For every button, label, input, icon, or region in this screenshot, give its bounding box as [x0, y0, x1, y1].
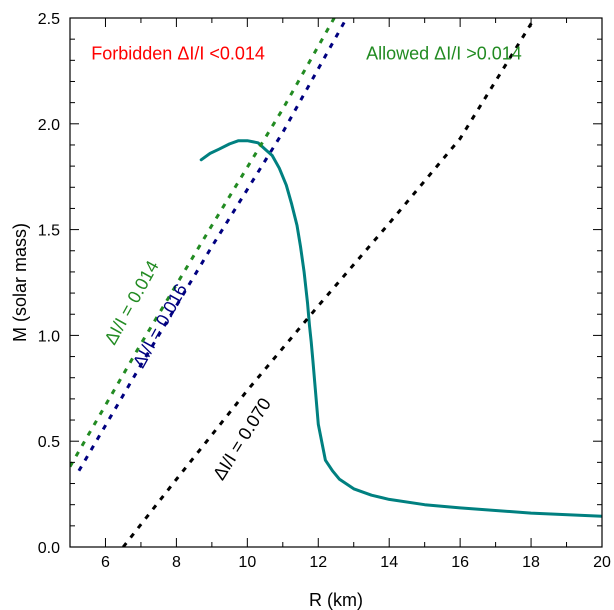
x-tick-label: 16 — [451, 554, 469, 571]
x-tick-label: 12 — [309, 554, 327, 571]
axis-ticks: 6 8 10 12 14 16 18 20 0.0 0.5 1.0 1.5 2.0 2.5 — [38, 11, 611, 571]
x-axis-label: R (km) — [309, 590, 363, 610]
y-tick-label: 0.5 — [38, 434, 60, 451]
annotation-label: Allowed ΔI/I >0.014 — [366, 43, 522, 63]
y-tick-label: 2.0 — [38, 117, 60, 134]
plot-frame — [69, 17, 603, 548]
x-tick-label: 10 — [238, 554, 256, 571]
x-tick-label: 14 — [380, 554, 398, 571]
annotation-label: ΔI/I = 0.070 — [209, 394, 275, 483]
x-tick-label: 6 — [101, 554, 110, 571]
mass-radius-curve — [199, 139, 602, 518]
x-tick-label: 8 — [172, 554, 181, 571]
x-tick-label: 18 — [522, 554, 540, 571]
y-tick-label: 1.0 — [38, 328, 60, 345]
y-axis-label: M (solar mass) — [10, 223, 30, 342]
y-tick-label: 1.5 — [38, 223, 60, 240]
annotations: Forbidden ΔI/I <0.014 Allowed ΔI/I >0.014… — [91, 43, 521, 483]
contour-line-3 — [122, 18, 536, 547]
y-tick-label: 2.5 — [38, 11, 60, 28]
contour-line-2 — [77, 18, 348, 472]
contour-line-1 — [70, 18, 336, 468]
annotation-label: Forbidden ΔI/I <0.014 — [91, 43, 265, 63]
x-tick-label: 20 — [593, 554, 611, 571]
plot-area — [70, 18, 602, 547]
y-tick-label: 0.0 — [38, 540, 60, 557]
